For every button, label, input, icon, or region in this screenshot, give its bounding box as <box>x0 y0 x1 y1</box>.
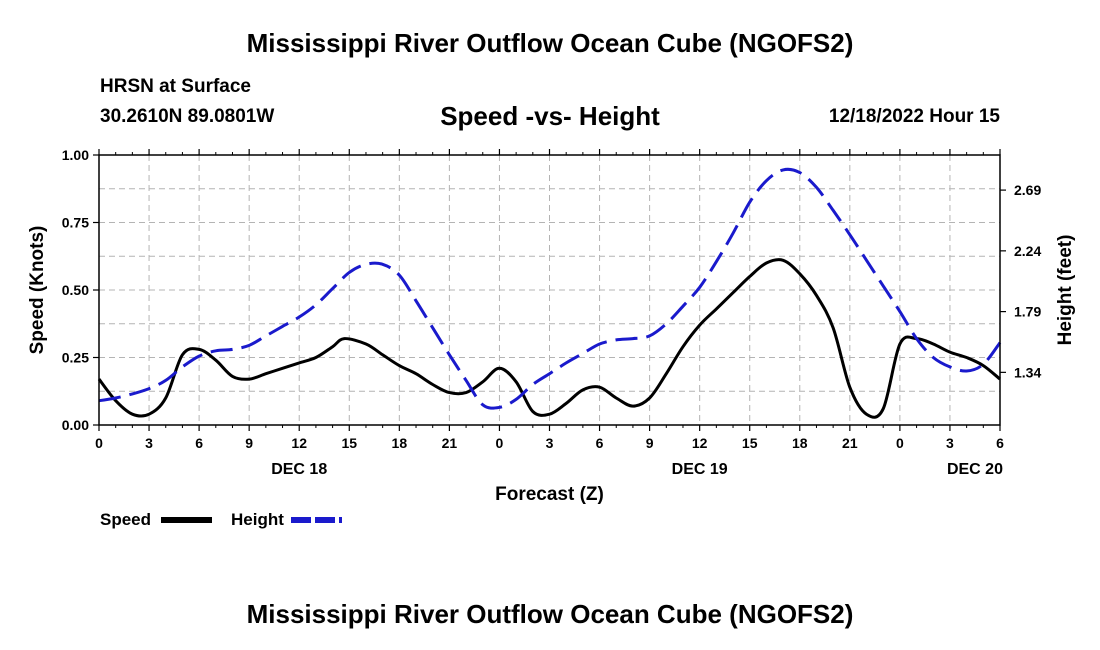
y-tick-label: 1.00 <box>62 147 89 163</box>
x-tick-label: 9 <box>245 435 253 451</box>
legend: Speed Height <box>100 510 342 529</box>
x-tick-label: 12 <box>692 435 708 451</box>
station-name: HRSN at Surface <box>100 76 251 97</box>
x-tick-label: 0 <box>896 435 904 451</box>
x-tick-label: 15 <box>742 435 758 451</box>
height-series-line <box>98 167 1002 410</box>
station-coordinates: 30.2610N 89.0801W <box>100 106 275 127</box>
y2-axis-title: Height (feet) <box>1055 235 1076 346</box>
y-tick-label: 0.25 <box>62 350 89 366</box>
speed-series-line <box>97 258 1001 419</box>
chart-subtitle: Speed -vs- Height <box>440 101 660 131</box>
forecast-date: 12/18/2022 Hour 15 <box>828 106 1000 127</box>
y2-tick-label: 1.34 <box>1014 364 1041 380</box>
x-tick-label: 0 <box>95 435 103 451</box>
x-tick-label: 18 <box>792 435 808 451</box>
series-lines <box>97 167 1002 419</box>
y2-tick-label: 2.69 <box>1014 182 1041 198</box>
day-label: DEC 19 <box>672 461 728 478</box>
x-tick-label: 0 <box>496 435 504 451</box>
y-tick-label: 0.50 <box>62 282 89 298</box>
x-tick-label: 12 <box>291 435 307 451</box>
x-tick-label: 6 <box>596 435 604 451</box>
x-tick-label: 3 <box>946 435 954 451</box>
x-tick-label: 3 <box>145 435 153 451</box>
x-tick-label: 6 <box>195 435 203 451</box>
axis-ticks: 0 3 6 9 12 15 18 21 0 3 6 9 12 15 18 21 0 3 6 DEC 18 DEC 19 D… <box>62 147 1042 478</box>
x-axis-title: Forecast (Z) <box>495 484 604 505</box>
legend-speed-label: Speed <box>100 510 151 529</box>
y2-tick-label: 2.24 <box>1014 243 1041 259</box>
x-tick-label: 6 <box>996 435 1004 451</box>
main-title: Mississippi River Outflow Ocean Cube (NG… <box>246 28 854 58</box>
x-tick-label: 3 <box>546 435 554 451</box>
x-tick-label: 15 <box>341 435 357 451</box>
y-axis-title: Speed (Knots) <box>27 226 48 355</box>
footer-title: Mississippi River Outflow Ocean Cube (NG… <box>246 599 854 629</box>
x-tick-label: 18 <box>392 435 408 451</box>
day-label: DEC 18 <box>271 461 327 478</box>
legend-height-label: Height <box>231 510 284 529</box>
x-tick-label: 21 <box>442 435 458 451</box>
y-tick-label: 0.00 <box>62 417 89 433</box>
day-label: DEC 20 <box>947 461 1003 478</box>
y-tick-label: 0.75 <box>62 215 89 231</box>
x-tick-label: 9 <box>646 435 654 451</box>
y2-tick-label: 1.79 <box>1014 304 1041 320</box>
x-tick-label: 21 <box>842 435 858 451</box>
grid-lines <box>99 155 1000 425</box>
